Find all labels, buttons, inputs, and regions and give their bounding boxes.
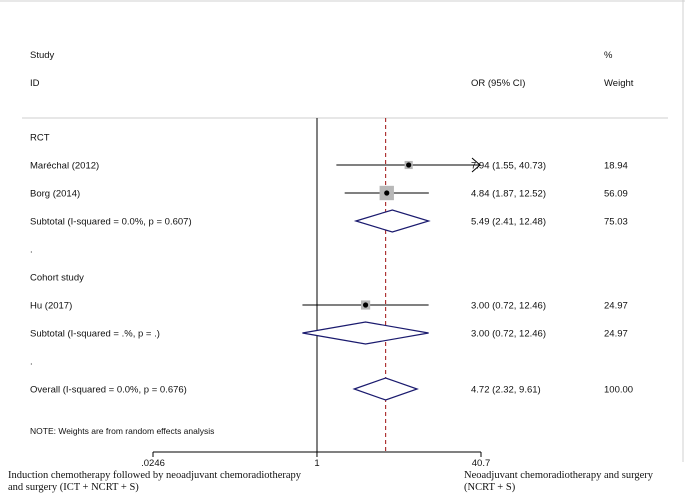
overall-label: Overall (I-squared = 0.0%, p = 0.676) — [30, 385, 187, 396]
subtotal-weight: 75.03 — [604, 217, 628, 228]
subtotal-label: Subtotal (I-squared = .%, p = .) — [30, 329, 160, 340]
overall-weight: 100.00 — [604, 385, 633, 396]
study-weight: 24.97 — [604, 301, 628, 312]
favors-left-line-2: and surgery (ICT + NCRT + S) — [8, 482, 139, 493]
subtotal-ci-text: 3.00 (0.72, 12.46) — [471, 329, 546, 340]
study-ci-text: 4.84 (1.87, 12.52) — [471, 189, 546, 200]
header-study: Study — [30, 50, 55, 61]
x-tick-label: 40.7 — [472, 458, 491, 469]
overall-ci-text: 4.72 (2.32, 9.61) — [471, 385, 541, 396]
analysis-note: NOTE: Weights are from random effects an… — [30, 426, 214, 436]
subtotal-weight: 24.97 — [604, 329, 628, 340]
ci-arrow — [471, 157, 481, 173]
study-label: Maréchal (2012) — [30, 161, 99, 172]
subtotal-ci-text: 5.49 (2.41, 12.48) — [471, 217, 546, 228]
group-label: Cohort study — [30, 273, 84, 284]
point-estimate — [362, 302, 369, 308]
point-estimate — [384, 190, 390, 196]
study-weight: 18.94 — [604, 161, 628, 172]
x-tick-label: .0246 — [141, 458, 165, 469]
header-weight-percent: % — [604, 50, 613, 61]
study-rows: RCT Maréchal (2012) 7.94 (1.55, 40.73) 18.9… — [30, 133, 633, 401]
subtotal-label: Subtotal (I-squared = 0.0%, p = 0.607) — [30, 217, 192, 228]
x-tick-label: 1 — [314, 458, 319, 469]
spacer-dot: . — [30, 245, 33, 256]
point-estimate — [406, 162, 412, 168]
study-ci-text: 3.00 (0.72, 12.46) — [471, 301, 546, 312]
study-label: Hu (2017) — [30, 301, 72, 312]
pooled-diamond — [352, 377, 419, 401]
header-id: ID — [30, 78, 40, 89]
spacer-dot: . — [30, 357, 33, 368]
pooled-diamond — [302, 321, 429, 345]
favors-right-line-1: Neoadjuvant chemoradiotherapy and surger… — [464, 470, 654, 481]
study-weight: 56.09 — [604, 189, 628, 200]
study-ci-text: 7.94 (1.55, 40.73) — [471, 161, 546, 172]
favors-right-line-2: (NCRT + S) — [464, 482, 516, 493]
group-label: RCT — [30, 133, 50, 144]
pooled-diamond — [353, 209, 431, 233]
x-axis-ticks: .0246 1 40.7 — [141, 452, 490, 469]
header-effect: OR (95% CI) — [471, 78, 525, 89]
header-weight: Weight — [604, 78, 634, 89]
study-label: Borg (2014) — [30, 189, 80, 200]
favors-left-line-1: Induction chemotherapy followed by neoad… — [8, 470, 302, 481]
